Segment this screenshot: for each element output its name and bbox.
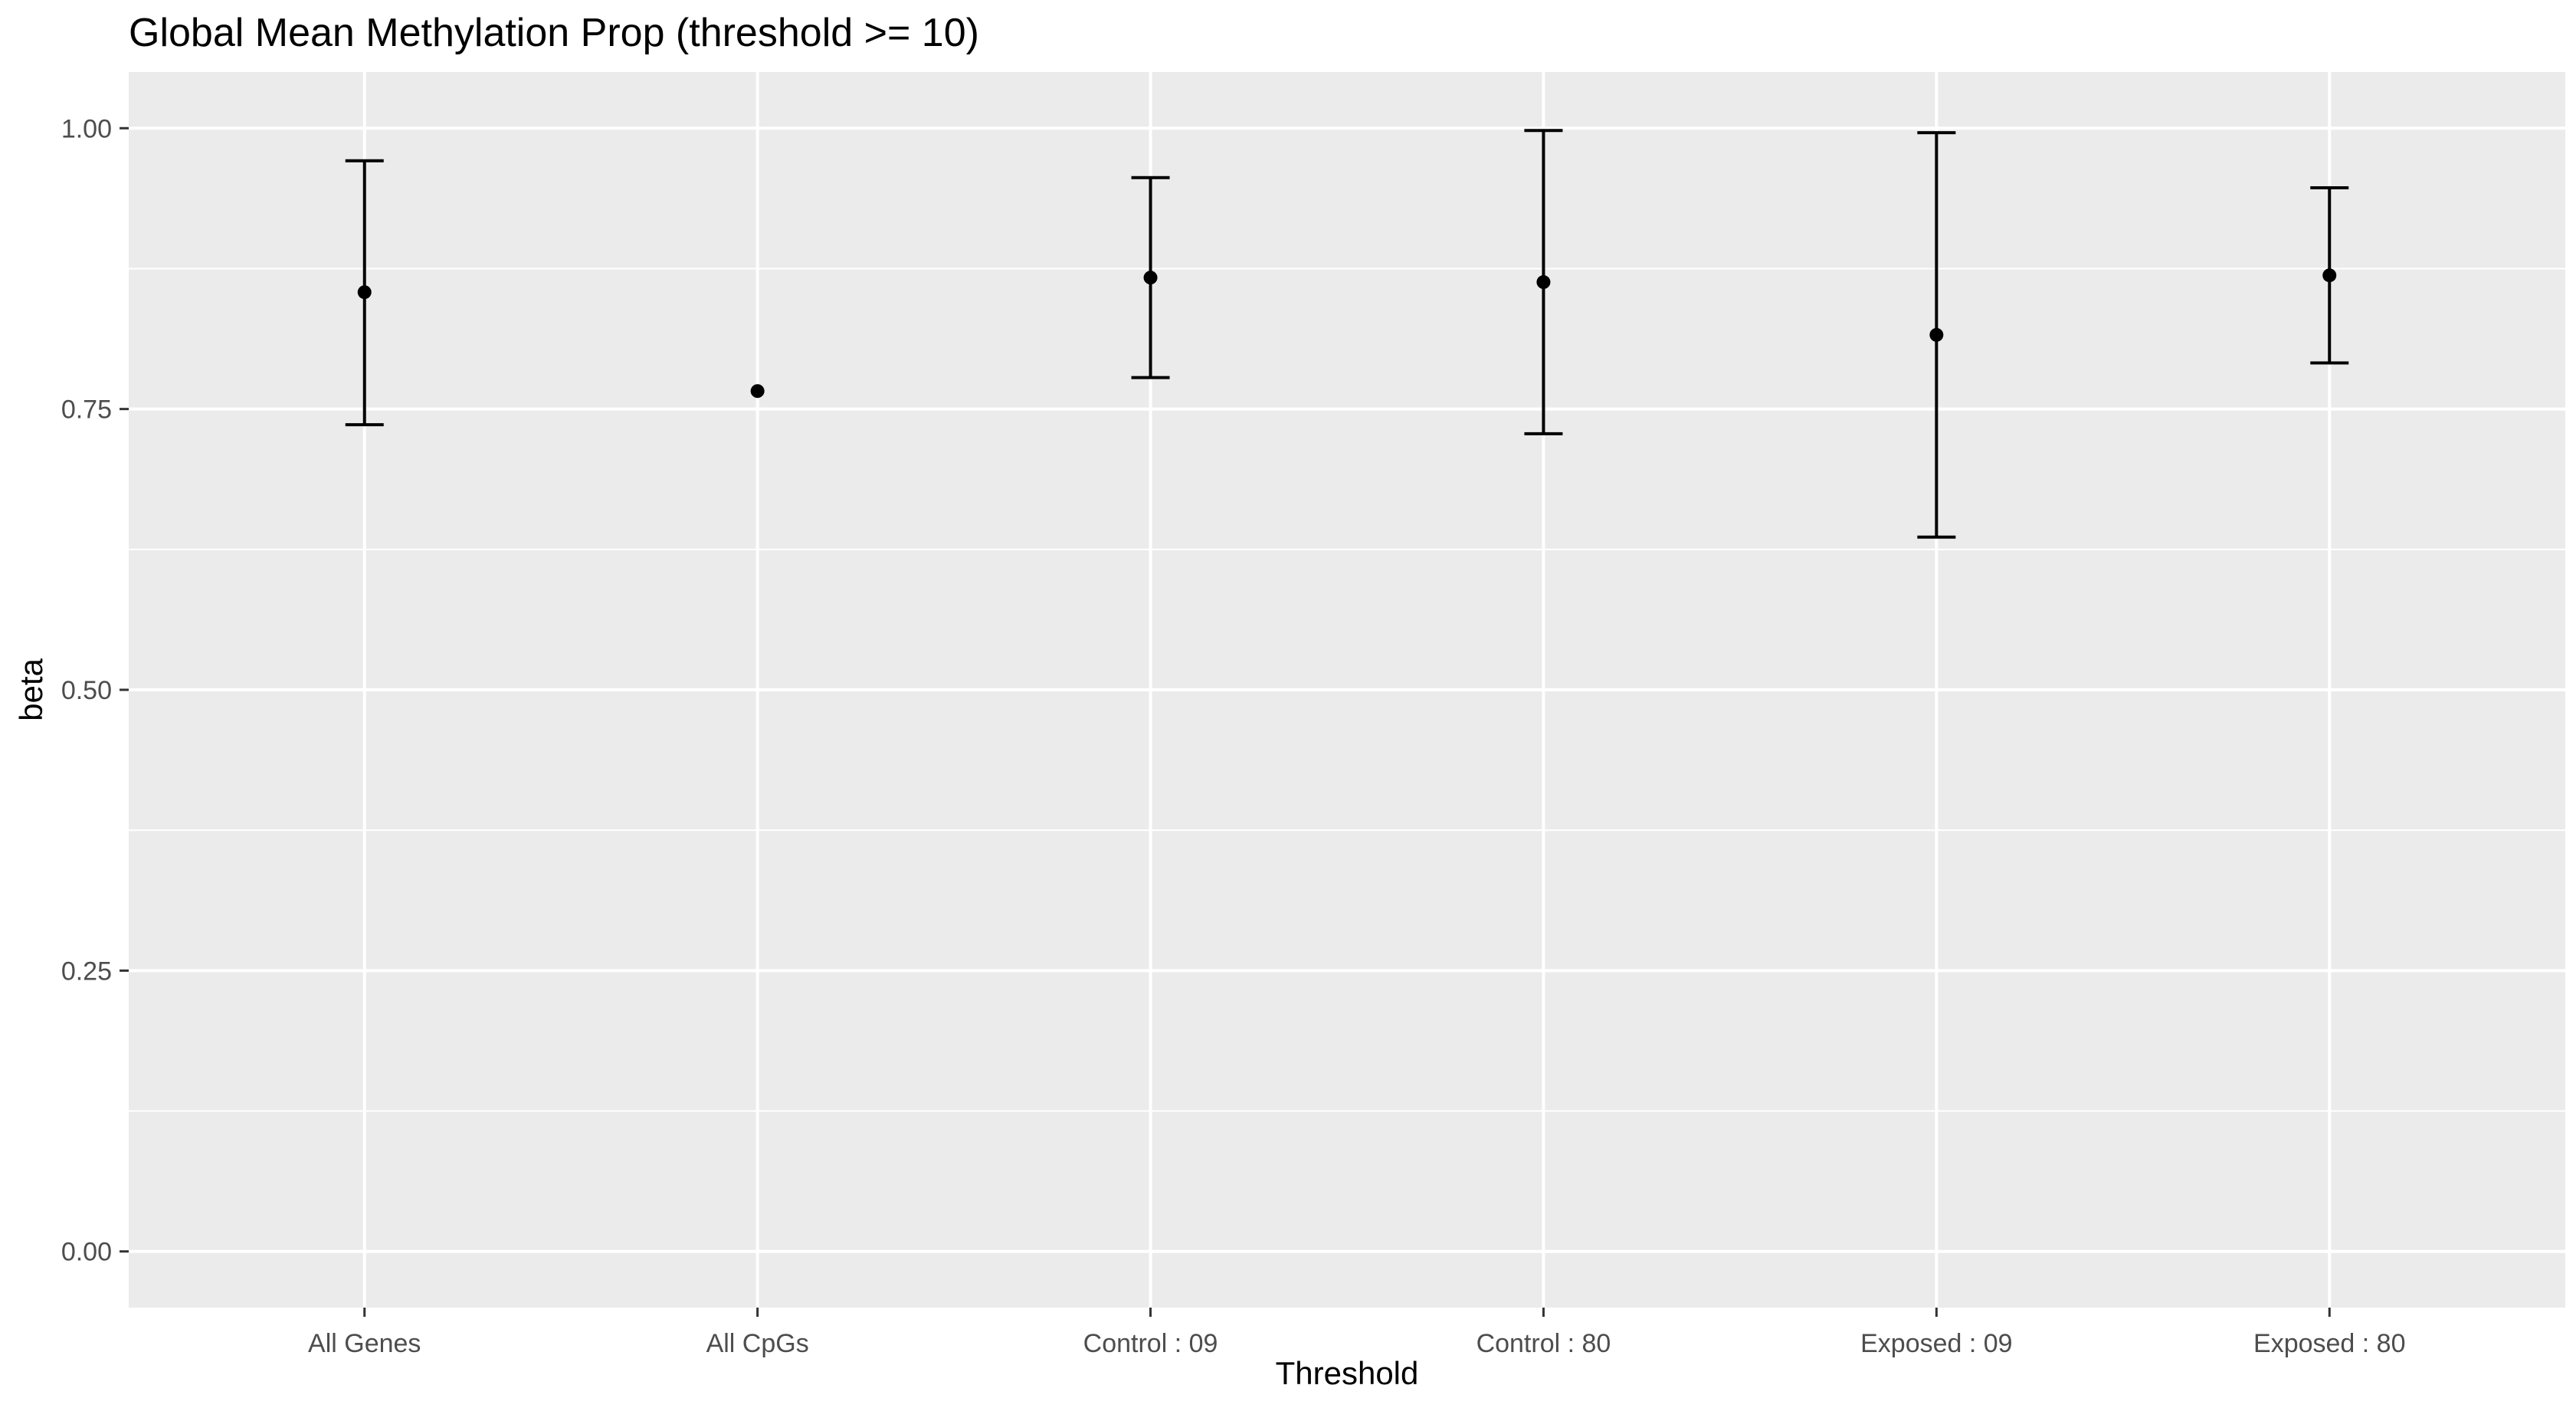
x-tick-label: Control : 80 [1476, 1329, 1611, 1358]
data-point [750, 384, 765, 399]
x-tick-label: Control : 09 [1083, 1329, 1218, 1358]
y-tick-label: 0.25 [61, 957, 112, 986]
data-point [1143, 271, 1158, 285]
data-points [357, 268, 2337, 399]
y-tick-label: 0.50 [61, 676, 112, 705]
y-tick-label: 0.75 [61, 395, 112, 425]
data-point [1929, 327, 1944, 342]
data-point [357, 285, 372, 300]
chart-title: Global Mean Methylation Prop (threshold … [129, 11, 979, 55]
data-point [1536, 275, 1551, 290]
data-point [2322, 268, 2337, 283]
y-axis-ticks: 0.00 0.25 0.50 0.75 1.00 [61, 114, 129, 1267]
x-axis-title: Threshold [1276, 1355, 1419, 1391]
major-gridlines [129, 72, 2565, 1308]
minor-gridlines [129, 267, 2565, 1112]
x-axis-ticks: All Genes All CpGs Control : 09 Control : 8… [308, 1308, 2406, 1358]
y-tick-label: 1.00 [61, 114, 112, 143]
x-tick-label: Exposed : 80 [2253, 1329, 2405, 1358]
x-tick-label: Exposed : 09 [1860, 1329, 2012, 1358]
x-tick-label: All CpGs [706, 1329, 809, 1358]
x-tick-label: All Genes [308, 1329, 421, 1358]
y-axis-title: beta [13, 658, 49, 720]
y-tick-label: 0.00 [61, 1238, 112, 1267]
